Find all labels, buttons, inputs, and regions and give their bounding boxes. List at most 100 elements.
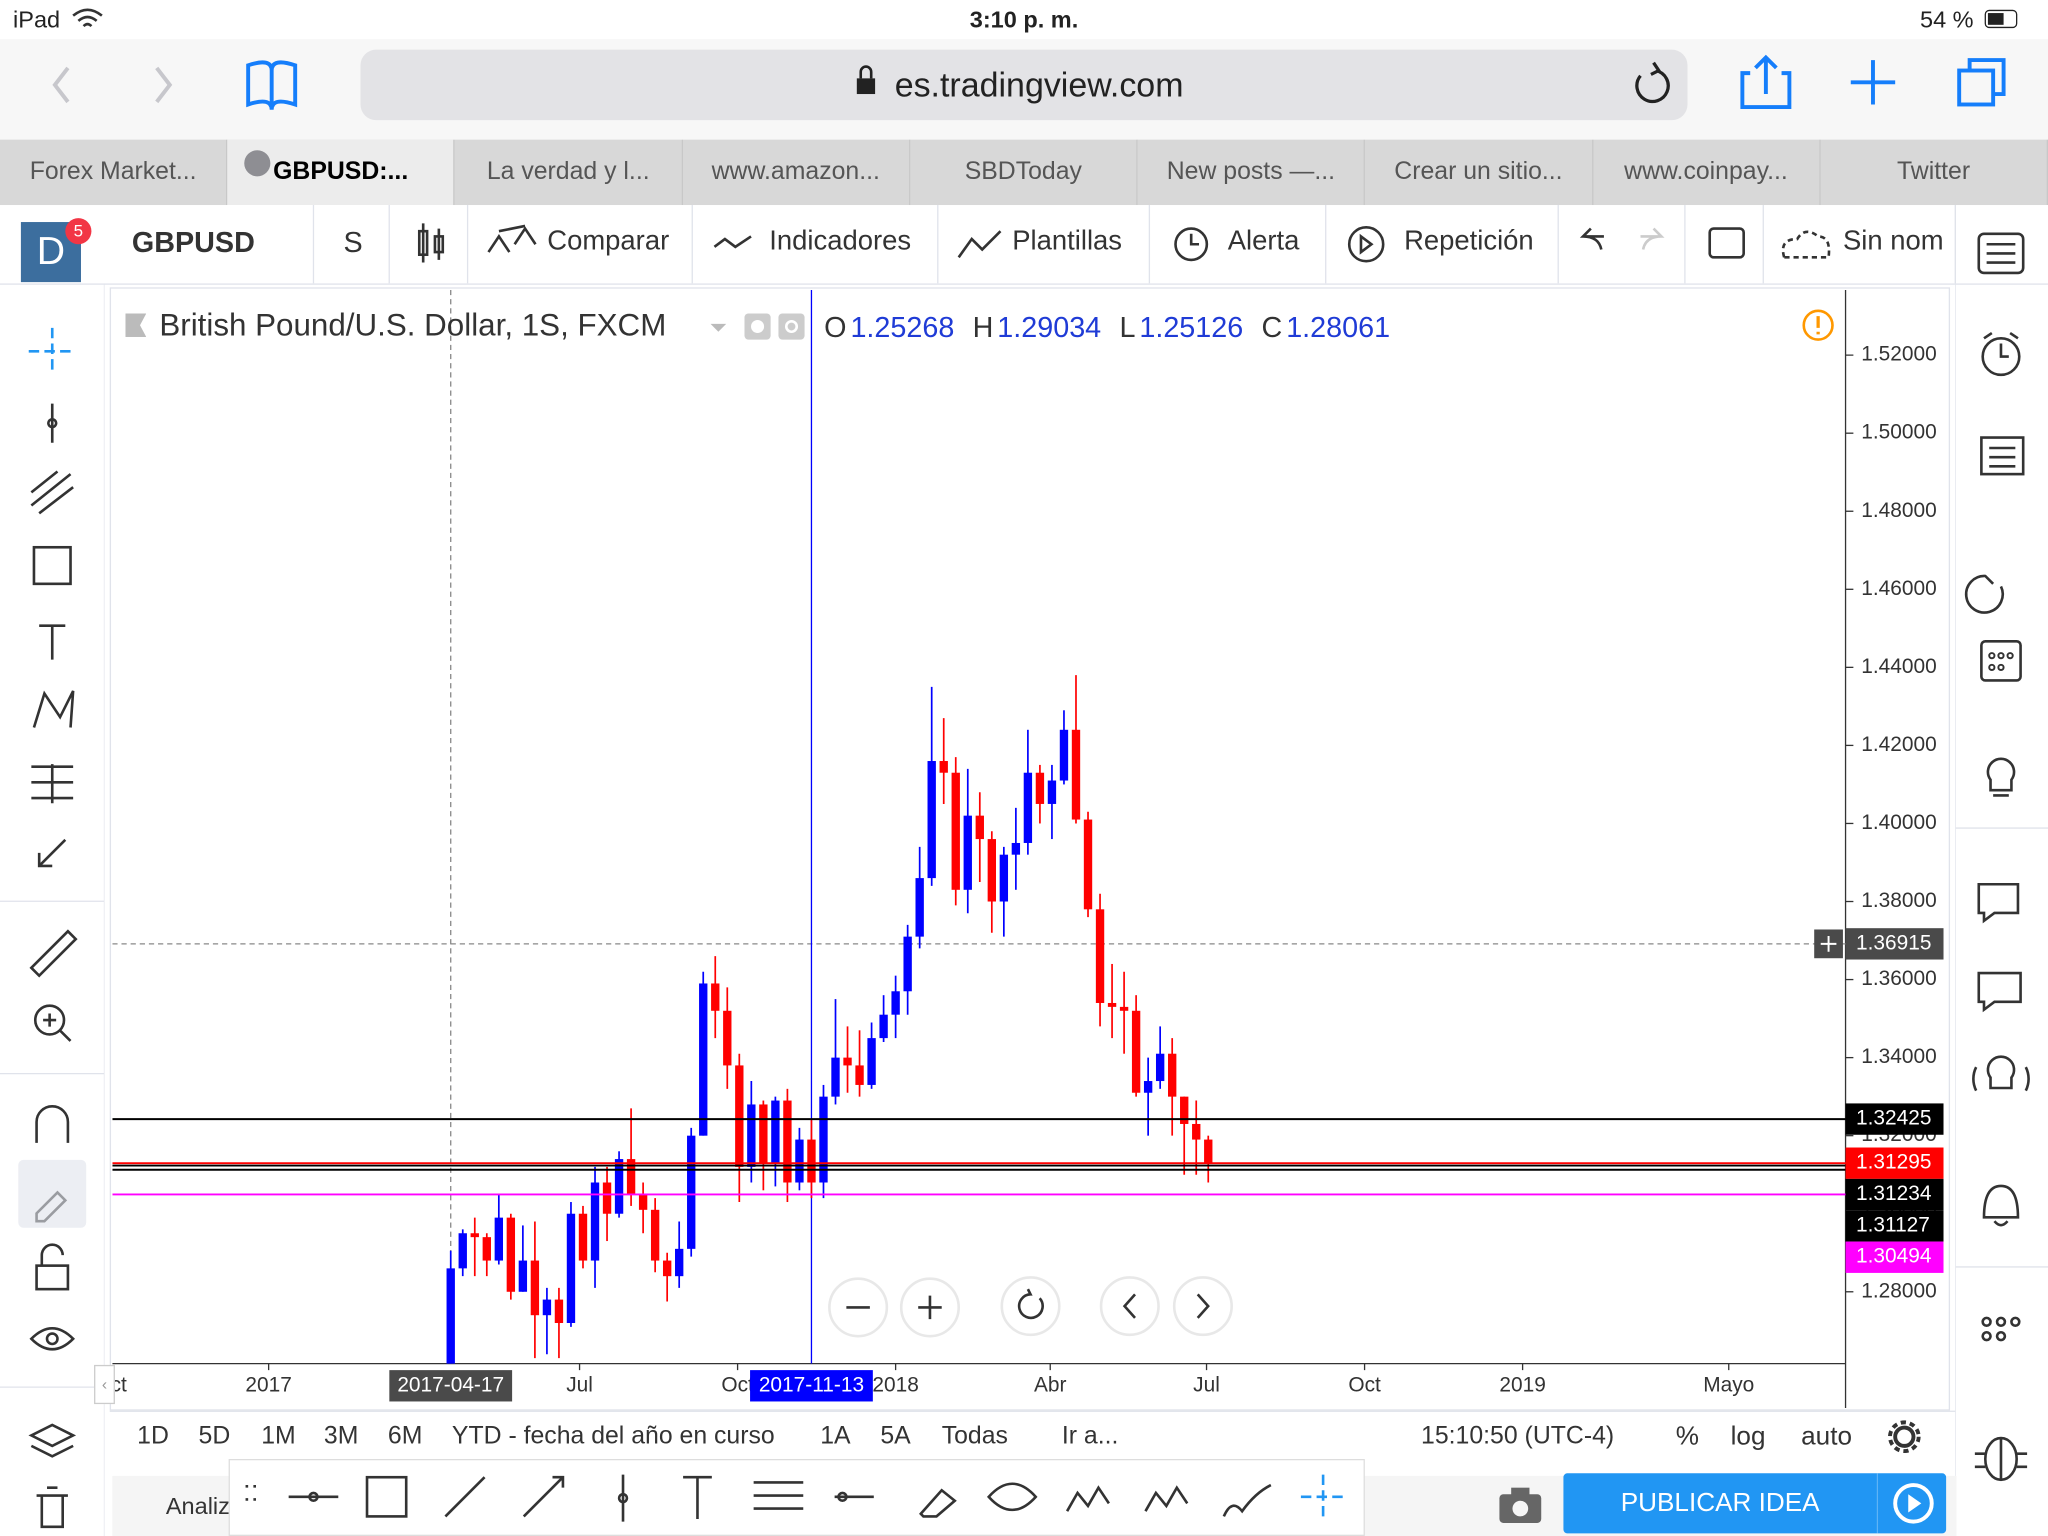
candle-body bbox=[506, 1217, 516, 1292]
candle-body bbox=[1119, 1006, 1129, 1011]
tab[interactable]: La verdad y l... bbox=[455, 139, 683, 206]
publish-button-bg bbox=[1563, 1473, 1947, 1534]
ohlc-value: 1.28061 bbox=[1286, 310, 1391, 344]
tab[interactable]: www.amazon... bbox=[682, 139, 911, 206]
candle-body bbox=[614, 1159, 624, 1214]
time-axis-labels: Oct 2017 Jul Oct 2018 Abr Jul Oct 2019 Mayo bbox=[112, 1363, 1754, 1396]
tab[interactable]: SBDToday bbox=[910, 139, 1138, 206]
candle-body bbox=[1131, 1010, 1141, 1093]
publish-button[interactable]: PUBLICAR IDEA bbox=[1620, 1488, 1820, 1518]
candle-body bbox=[939, 761, 948, 773]
url[interactable]: es.tradingview.com bbox=[894, 65, 1184, 105]
y-tick-label: 1.36000 bbox=[1861, 967, 1936, 990]
range-button[interactable]: 3M bbox=[323, 1422, 359, 1450]
symbol[interactable]: GBPUSD bbox=[131, 225, 255, 259]
status-icons bbox=[72, 8, 2018, 29]
tab-close[interactable] bbox=[244, 150, 271, 177]
crosshair-plus-icon bbox=[1820, 936, 1837, 952]
range-button[interactable]: 1A bbox=[820, 1422, 851, 1450]
x-tick-label: 2019 bbox=[1499, 1373, 1545, 1396]
candle-body bbox=[855, 1065, 864, 1085]
x-tick-label: Oct bbox=[1348, 1373, 1381, 1396]
scale-option[interactable]: auto bbox=[1801, 1422, 1852, 1452]
price-label: 1.31127 bbox=[1856, 1213, 1930, 1236]
tab-bar: Forex Market... GBPUSD:... La verdad y l..… bbox=[0, 139, 2048, 206]
candle-body bbox=[807, 1139, 816, 1183]
y-tick-label: 1.52000 bbox=[1861, 343, 1936, 366]
interval[interactable]: S bbox=[343, 225, 363, 259]
ohlc-key: C bbox=[1261, 310, 1283, 344]
scale-option[interactable]: % bbox=[1675, 1422, 1699, 1452]
tab[interactable]: Twitter bbox=[1820, 139, 2048, 206]
price-label-bg bbox=[1845, 1241, 1944, 1273]
collapse-handle[interactable]: ‹ bbox=[94, 1364, 115, 1405]
x-tick-label: Abr bbox=[1034, 1373, 1067, 1396]
y-tick-label: 1.46000 bbox=[1861, 577, 1936, 600]
left-toolbar bbox=[0, 283, 105, 1536]
range-button[interactable]: 1M bbox=[261, 1422, 296, 1450]
candle-body bbox=[879, 1014, 888, 1039]
tab[interactable]: New posts —... bbox=[1137, 139, 1366, 206]
zoom-controls[interactable] bbox=[810, 1267, 1241, 1351]
price-label-bg bbox=[1845, 1178, 1944, 1211]
candle-body bbox=[999, 854, 1009, 902]
x-tick-label: Mayo bbox=[1703, 1373, 1754, 1396]
range-button[interactable]: YTD - fecha del año en curso bbox=[451, 1422, 775, 1450]
analysis-tab[interactable]: Analiz bbox=[165, 1492, 230, 1520]
candle-body bbox=[903, 936, 912, 992]
toolbar-item[interactable]: Sin nom bbox=[1842, 225, 1944, 256]
candle-body bbox=[759, 1104, 768, 1163]
ohlc-value: 1.29034 bbox=[997, 310, 1102, 344]
price-label: 1.32425 bbox=[1856, 1107, 1931, 1130]
candle-body bbox=[711, 983, 720, 1011]
time-zone-clock: 15:10:50 (UTC-4) bbox=[1421, 1422, 1615, 1450]
toolbar-item[interactable]: Alerta bbox=[1227, 225, 1300, 256]
candle-body bbox=[687, 1135, 696, 1249]
y-tick-label: 1.50000 bbox=[1861, 421, 1936, 444]
badge: 5 bbox=[65, 218, 92, 245]
tab[interactable]: Forex Market... bbox=[0, 139, 228, 206]
goto-date[interactable]: Ir a... bbox=[1061, 1422, 1119, 1450]
warning-icon bbox=[1802, 309, 1834, 341]
crosshair-date-label: 2017-04-17 bbox=[397, 1373, 504, 1396]
candle-body bbox=[1035, 772, 1045, 804]
candle-body bbox=[482, 1237, 491, 1261]
range-button[interactable]: 5D bbox=[198, 1422, 231, 1450]
candle-body bbox=[963, 815, 972, 890]
scale-option[interactable]: log bbox=[1730, 1422, 1766, 1452]
toolbar-item[interactable]: Comparar bbox=[547, 225, 670, 256]
publish-play[interactable] bbox=[1876, 1473, 1946, 1534]
clock: 3:10 p. m. bbox=[969, 6, 1079, 33]
x-tick-label: Jul bbox=[1193, 1373, 1220, 1396]
candle-body bbox=[602, 1182, 612, 1214]
candle-body bbox=[1204, 1139, 1213, 1163]
candle-body bbox=[458, 1233, 467, 1269]
candle-body bbox=[771, 1100, 780, 1163]
tab[interactable]: Crear un sitio... bbox=[1365, 139, 1593, 206]
x-tick-label: 2017 bbox=[245, 1373, 291, 1396]
range-button[interactable]: Todas bbox=[941, 1422, 1008, 1450]
range-button[interactable]: 6M bbox=[387, 1422, 423, 1450]
candle-body bbox=[783, 1100, 792, 1183]
range-button[interactable]: 1D bbox=[137, 1422, 169, 1450]
price-label-bg bbox=[1845, 1210, 1944, 1242]
ohlc-value: 1.25126 bbox=[1139, 310, 1244, 344]
cursor-date-label: 2017-11-13 bbox=[759, 1373, 864, 1396]
candle-body bbox=[975, 815, 984, 840]
chart-frame bbox=[109, 287, 1951, 1411]
toolbar-item[interactable]: Plantillas bbox=[1012, 225, 1123, 256]
price-label: 1.30494 bbox=[1856, 1245, 1931, 1268]
settings-icon[interactable] bbox=[1868, 1415, 1946, 1459]
candle-body bbox=[735, 1065, 744, 1167]
range-button[interactable]: 5A bbox=[880, 1422, 911, 1450]
ohlc-key: H bbox=[972, 310, 994, 344]
chart: 1.280001.300001.320001.340001.360001.380… bbox=[112, 289, 1944, 1408]
candle-body bbox=[1059, 729, 1069, 781]
x-tick-label: Jul bbox=[566, 1373, 593, 1396]
candle-body bbox=[662, 1260, 672, 1277]
toolbar-item[interactable]: Repetición bbox=[1404, 225, 1534, 256]
toolbar-item[interactable]: Indicadores bbox=[769, 225, 912, 256]
tab[interactable]: www.coinpay... bbox=[1592, 139, 1821, 206]
candle-body bbox=[1071, 729, 1081, 820]
camera-icon[interactable] bbox=[1494, 1481, 1546, 1528]
